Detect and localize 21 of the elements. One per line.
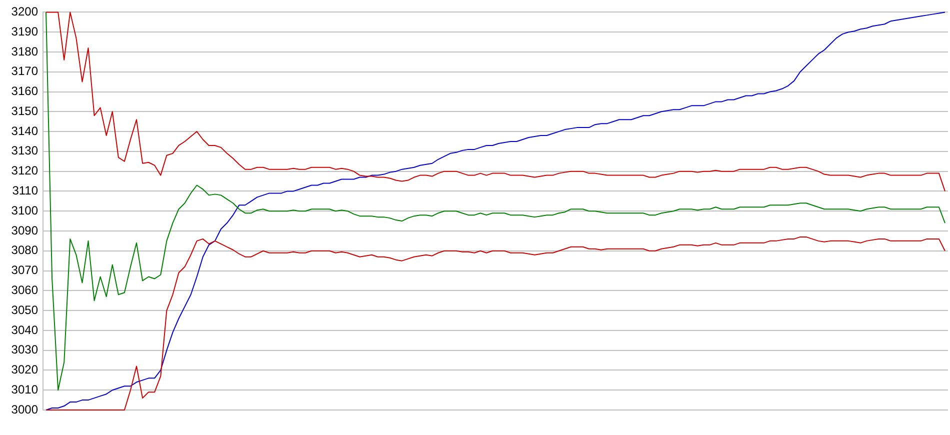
y-tick-label: 3100 [11, 203, 38, 218]
y-tick-label: 3150 [11, 104, 38, 118]
y-tick-label: 3000 [11, 402, 38, 416]
y-tick-label: 3030 [11, 342, 38, 357]
y-tick-label: 3050 [11, 302, 38, 317]
y-tick-label: 3040 [11, 322, 38, 337]
y-tick-label: 3170 [11, 64, 38, 78]
y-tick-label: 3180 [11, 44, 38, 58]
y-tick-label: 3020 [11, 362, 38, 377]
y-tick-label: 3080 [11, 243, 38, 258]
y-tick-label: 3010 [11, 382, 38, 396]
y-tick-label: 3190 [11, 24, 38, 38]
y-tick-label: 3130 [11, 144, 38, 158]
y-tick-label: 3090 [11, 223, 38, 238]
y-tick-label: 3160 [11, 84, 38, 98]
y-tick-label: 3070 [11, 263, 38, 278]
y-tick-label: 3200 [11, 4, 38, 19]
y-tick-label: 3140 [11, 124, 38, 138]
y-tick-label: 3060 [11, 282, 38, 297]
y-tick-label: 3120 [11, 164, 38, 178]
y-tick-label: 3110 [12, 184, 38, 198]
